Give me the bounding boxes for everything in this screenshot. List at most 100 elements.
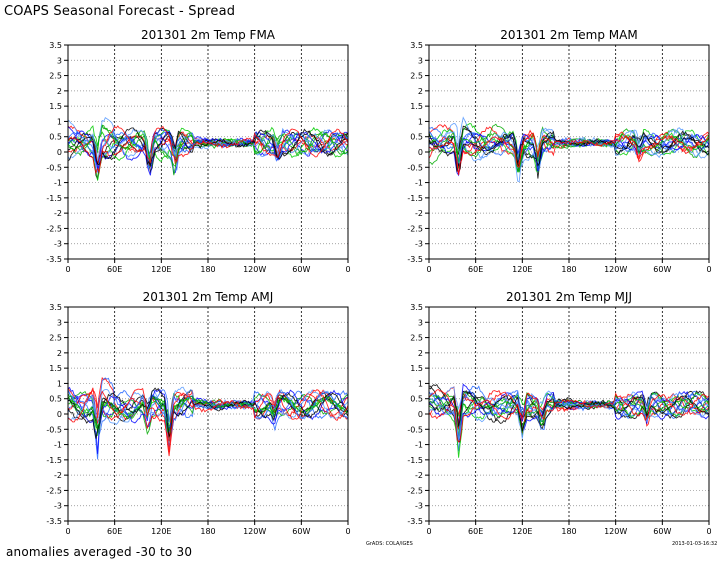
y-tick-label: -1 bbox=[415, 179, 423, 188]
chart-panel-1: 201301 2m Temp MAM 3.5 3 2.5 2 1.5 1 0.5 0 -0.5 -1… bbox=[407, 28, 711, 274]
y-tick-label: 2 bbox=[57, 87, 62, 96]
y-tick-label: 0 bbox=[418, 148, 423, 157]
ensemble-line bbox=[67, 377, 349, 447]
plot-frame bbox=[67, 306, 349, 522]
y-tick-label: -3.5 bbox=[407, 255, 423, 264]
x-tick-label: 60W bbox=[292, 265, 310, 274]
x-tick-label: 60E bbox=[107, 265, 122, 274]
ensemble-line bbox=[67, 386, 349, 426]
y-tick-label: 2 bbox=[57, 349, 62, 358]
x-tick-label: 120E bbox=[151, 527, 171, 536]
y-tick-label: -3 bbox=[415, 502, 423, 511]
y-tick-label: -2 bbox=[54, 471, 62, 480]
y-tick-label: -0.5 bbox=[407, 163, 423, 172]
y-tick-label: 0 bbox=[57, 148, 62, 157]
ensemble-line bbox=[428, 392, 710, 431]
y-tick-label: -1.5 bbox=[407, 194, 423, 203]
y-tick-label: -2 bbox=[54, 209, 62, 218]
x-tick-label: 60E bbox=[107, 527, 122, 536]
x-tick-label: 0 bbox=[345, 265, 350, 274]
y-tick-label: 2.5 bbox=[49, 72, 62, 81]
credit-left: GrADS: COLA/IGES bbox=[366, 541, 413, 547]
ensemble-line bbox=[428, 383, 710, 431]
y-tick-label: 0 bbox=[418, 410, 423, 419]
y-tick-label: 3 bbox=[418, 56, 423, 65]
y-tick-label: -1.5 bbox=[46, 194, 62, 203]
ensemble-line bbox=[428, 116, 710, 169]
y-tick-label: 2.5 bbox=[49, 334, 62, 343]
y-tick-label: 2 bbox=[418, 349, 423, 358]
y-tick-label: 0.5 bbox=[410, 133, 423, 142]
x-tick-label: 60E bbox=[468, 527, 483, 536]
y-tick-label: 1 bbox=[418, 379, 423, 388]
x-tick-label: 120W bbox=[604, 265, 627, 274]
chart-title: 201301 2m Temp AMJ bbox=[143, 290, 274, 304]
x-tick-label: 60W bbox=[653, 265, 671, 274]
x-tick-label: 0 bbox=[65, 527, 70, 536]
y-tick-label: -2.5 bbox=[46, 486, 62, 495]
plot-frame bbox=[428, 44, 710, 260]
chart-panel-3: 201301 2m Temp MJJ 3.5 3 2.5 2 1.5 1 0.5 0 -0.5 -1… bbox=[407, 290, 711, 536]
y-tick-label: -0.5 bbox=[407, 425, 423, 434]
y-tick-label: -3 bbox=[54, 502, 62, 511]
y-tick-label: -2.5 bbox=[407, 224, 423, 233]
y-tick-label: -1.5 bbox=[46, 456, 62, 465]
y-tick-label: -3 bbox=[415, 240, 423, 249]
y-tick-label: -3.5 bbox=[46, 517, 62, 526]
x-tick-label: 0 bbox=[706, 527, 711, 536]
y-tick-label: 1.5 bbox=[410, 102, 423, 111]
y-tick-label: 1 bbox=[418, 117, 423, 126]
y-tick-label: -2 bbox=[415, 471, 423, 480]
ensemble-line bbox=[67, 389, 349, 460]
x-tick-label: 120W bbox=[604, 527, 627, 536]
credit-right: 2013-01-03-16:32 bbox=[672, 541, 718, 547]
y-tick-label: -0.5 bbox=[46, 163, 62, 172]
ensemble-line bbox=[67, 387, 349, 439]
y-tick-label: 3 bbox=[57, 318, 62, 327]
ensemble-line bbox=[428, 132, 710, 173]
ensemble-line bbox=[428, 133, 710, 176]
y-tick-label: -0.5 bbox=[46, 425, 62, 434]
ensemble-line bbox=[428, 393, 710, 441]
ensemble-line bbox=[67, 393, 349, 434]
ensemble-line bbox=[67, 130, 349, 174]
x-tick-label: 120E bbox=[512, 265, 532, 274]
ensemble-line bbox=[67, 128, 349, 164]
y-tick-label: 1.5 bbox=[49, 102, 62, 111]
y-tick-label: -1 bbox=[54, 179, 62, 188]
x-tick-label: 120E bbox=[512, 527, 532, 536]
y-tick-label: 3.5 bbox=[49, 303, 62, 312]
y-tick-label: 2.5 bbox=[410, 72, 423, 81]
x-tick-label: 60W bbox=[292, 527, 310, 536]
x-tick-label: 120E bbox=[151, 265, 171, 274]
plot-frame bbox=[67, 44, 349, 260]
x-tick-label: 120W bbox=[243, 527, 266, 536]
x-tick-label: 60E bbox=[468, 265, 483, 274]
y-tick-label: 3 bbox=[418, 318, 423, 327]
y-tick-label: 2 bbox=[418, 87, 423, 96]
chart-panel-0: 201301 2m Temp FMA 3.5 3 2.5 2 1.5 1 0.5 0 -0.5 -1… bbox=[46, 28, 350, 274]
y-tick-label: 1 bbox=[57, 117, 62, 126]
y-tick-label: -3.5 bbox=[46, 255, 62, 264]
ensemble-line bbox=[67, 387, 349, 453]
ensemble-line bbox=[67, 125, 349, 175]
y-tick-label: 1.5 bbox=[49, 364, 62, 373]
x-tick-label: 0 bbox=[426, 265, 431, 274]
plot-frame bbox=[428, 306, 710, 522]
chart-panel-2: 201301 2m Temp AMJ 3.5 3 2.5 2 1.5 1 0.5 0 -0.5 -1… bbox=[46, 290, 350, 536]
x-tick-label: 180 bbox=[200, 265, 215, 274]
y-tick-label: -3 bbox=[54, 240, 62, 249]
chart-title: 201301 2m Temp MAM bbox=[500, 28, 637, 42]
y-tick-label: -1.5 bbox=[407, 456, 423, 465]
y-tick-label: 0.5 bbox=[49, 133, 62, 142]
y-tick-label: -2.5 bbox=[407, 486, 423, 495]
x-tick-label: 180 bbox=[561, 527, 576, 536]
ensemble-line bbox=[428, 390, 710, 432]
x-tick-label: 180 bbox=[200, 527, 215, 536]
x-tick-label: 180 bbox=[561, 265, 576, 274]
x-tick-label: 0 bbox=[345, 527, 350, 536]
ensemble-line bbox=[428, 388, 710, 443]
y-tick-label: 1 bbox=[57, 379, 62, 388]
page-title: COAPS Seasonal Forecast - Spread bbox=[4, 4, 236, 19]
